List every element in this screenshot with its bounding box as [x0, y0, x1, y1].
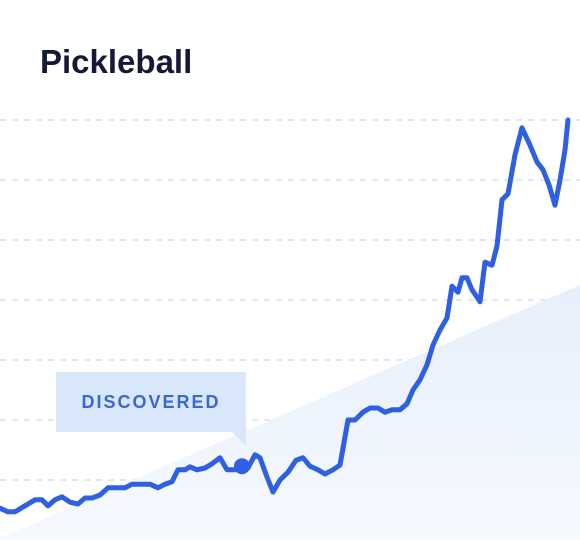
annotation-pointer: [232, 432, 246, 446]
plot: [0, 117, 571, 515]
trend-line: [0, 117, 571, 515]
annotation: DISCOVERED: [56, 372, 246, 446]
annotation-box: [56, 372, 246, 432]
trend-area: [0, 285, 580, 540]
discovered-point: [234, 458, 250, 475]
annotation-label: DISCOVERED: [81, 392, 220, 412]
chart-title: Pickleball: [40, 43, 192, 80]
